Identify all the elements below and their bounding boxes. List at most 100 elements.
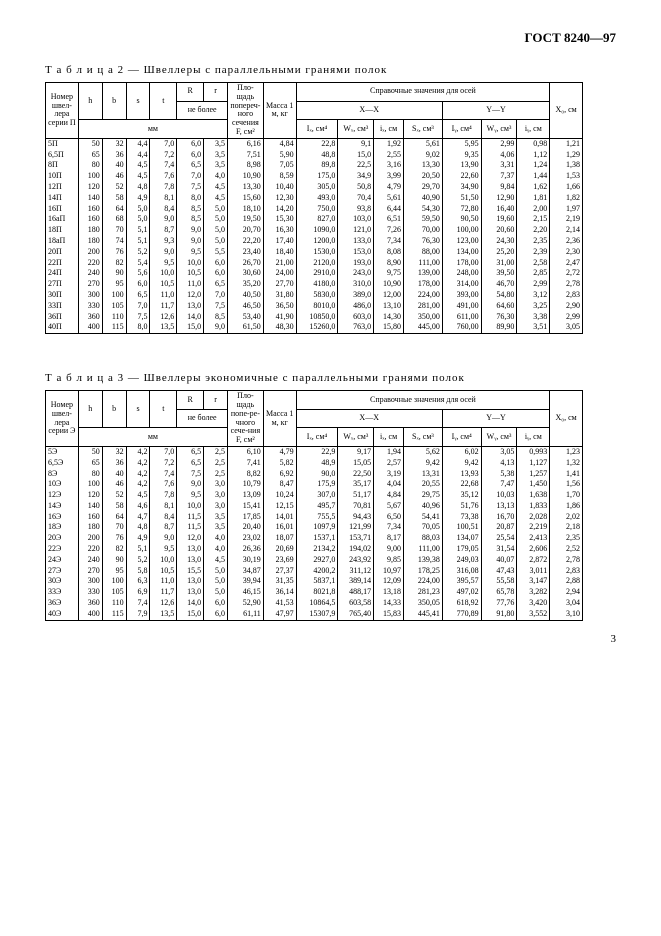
cell: 2,35 — [550, 533, 583, 544]
cell: 5,2 — [126, 555, 150, 566]
cell: 14,01 — [263, 512, 296, 523]
cell: 3,0 — [204, 501, 228, 512]
cell: 9,5 — [177, 490, 204, 501]
cell: 3,011 — [517, 566, 550, 577]
table-row: 24П240905,610,010,56,030,6024,002910,024… — [46, 268, 616, 279]
cell: 10,97 — [374, 566, 404, 577]
cell: 3,282 — [517, 587, 550, 598]
cell: 13,18 — [374, 587, 404, 598]
cell: 48,30 — [263, 322, 296, 333]
cell: 5,62 — [404, 446, 443, 457]
cell: 491,00 — [442, 301, 481, 312]
cell: 53,40 — [228, 312, 264, 323]
cell: 7,5 — [126, 312, 150, 323]
cell: 8,98 — [228, 160, 264, 171]
cell: 10,5 — [150, 566, 177, 577]
cell: 18П — [46, 225, 79, 236]
cell: 22,9 — [296, 446, 338, 457]
cell: 68 — [102, 214, 126, 225]
cell: 755,5 — [296, 512, 338, 523]
cell: 3,420 — [517, 598, 550, 609]
cell: 5,95 — [442, 138, 481, 149]
cell: 82 — [102, 258, 126, 269]
cell: 7,37 — [481, 171, 517, 182]
cell: 0,98 — [517, 138, 550, 149]
cell: 2,19 — [550, 214, 583, 225]
cell: 194,02 — [338, 544, 374, 555]
th-ix: iₓ, см — [374, 120, 404, 139]
cell: 18аП — [46, 236, 79, 247]
cell: 400 — [78, 609, 102, 620]
cell: 12,30 — [263, 193, 296, 204]
cell: 770,89 — [442, 609, 481, 620]
cell: 54,41 — [404, 512, 443, 523]
table-row: 10П100464,57,67,04,010,908,59175,034,93,… — [46, 171, 616, 182]
cell: 5,1 — [126, 236, 150, 247]
table-row: 33П3301057,011,713,07,546,5036,508010,04… — [46, 301, 616, 312]
th-Sx3: Sₓ, см³ — [404, 428, 443, 447]
cell: 7,34 — [374, 236, 404, 247]
table3-head: Номер швел-лера серии Э h b s t R r Пло-… — [46, 391, 616, 447]
cell: 1090,0 — [296, 225, 338, 236]
cell: 350,05 — [404, 598, 443, 609]
cell: 80 — [78, 469, 102, 480]
cell: 8,17 — [374, 533, 404, 544]
th-x0: X₀, см — [550, 83, 583, 139]
th-r: r — [204, 83, 228, 102]
cell: 19,60 — [481, 214, 517, 225]
cell: 30,19 — [228, 555, 264, 566]
cell: 2,028 — [517, 512, 550, 523]
cell: 14,33 — [374, 598, 404, 609]
cell: 100 — [102, 576, 126, 587]
table3: Номер швел-лера серии Э h b s t R r Пло-… — [45, 390, 616, 621]
cell: 8Э — [46, 469, 79, 480]
cell: 88,03 — [404, 533, 443, 544]
cell: 95 — [102, 279, 126, 290]
cell: 5,0 — [126, 214, 150, 225]
cell: 120 — [78, 182, 102, 193]
cell: 12,00 — [374, 290, 404, 301]
cell: 2120,0 — [296, 258, 338, 269]
cell: 40,50 — [228, 290, 264, 301]
cell: 4,84 — [374, 490, 404, 501]
cell: 40,90 — [404, 193, 443, 204]
cell: 445,00 — [404, 322, 443, 333]
cell: 33П — [46, 301, 79, 312]
cell: 18,40 — [263, 247, 296, 258]
cell: 249,03 — [442, 555, 481, 566]
cell: 1,638 — [517, 490, 550, 501]
cell: 153,71 — [338, 533, 374, 544]
cell: 10,24 — [263, 490, 296, 501]
cell: 1200,0 — [296, 236, 338, 247]
cell: 15,41 — [228, 501, 264, 512]
cell: 30Э — [46, 576, 79, 587]
cell: 2,55 — [374, 150, 404, 161]
cell: 40П — [46, 322, 79, 333]
cell: 8,0 — [177, 193, 204, 204]
cell: 10,0 — [150, 555, 177, 566]
table2-caption-text: — Швеллеры с параллельными гранями полок — [124, 64, 387, 76]
cell: 103,0 — [338, 214, 374, 225]
cell: 55,58 — [481, 576, 517, 587]
th-Wy: Wᵧ, см³ — [481, 120, 517, 139]
th-t: t — [150, 83, 177, 120]
cell: 22,5 — [338, 160, 374, 171]
cell: 21,00 — [263, 258, 296, 269]
cell: 111,00 — [404, 258, 443, 269]
cell: 9,42 — [442, 458, 481, 469]
cell: 5,6 — [126, 268, 150, 279]
table2-body: 5П50324,47,06,03,56,164,8422,89,11,925,6… — [46, 138, 616, 333]
table-row: 36Э3601107,412,614,06,052,9041,5310864,5… — [46, 598, 616, 609]
cell: 5,0 — [204, 225, 228, 236]
cell: 94,43 — [338, 512, 374, 523]
cell: 50,8 — [338, 182, 374, 193]
th-h3: h — [78, 391, 102, 428]
cell: 32 — [102, 138, 126, 149]
cell: 5,8 — [126, 566, 150, 577]
cell: 51,50 — [442, 193, 481, 204]
cell: 200 — [78, 247, 102, 258]
cell: 350,00 — [404, 312, 443, 323]
cell: 160 — [78, 204, 102, 215]
cell: 281,00 — [404, 301, 443, 312]
cell: 5,82 — [263, 458, 296, 469]
